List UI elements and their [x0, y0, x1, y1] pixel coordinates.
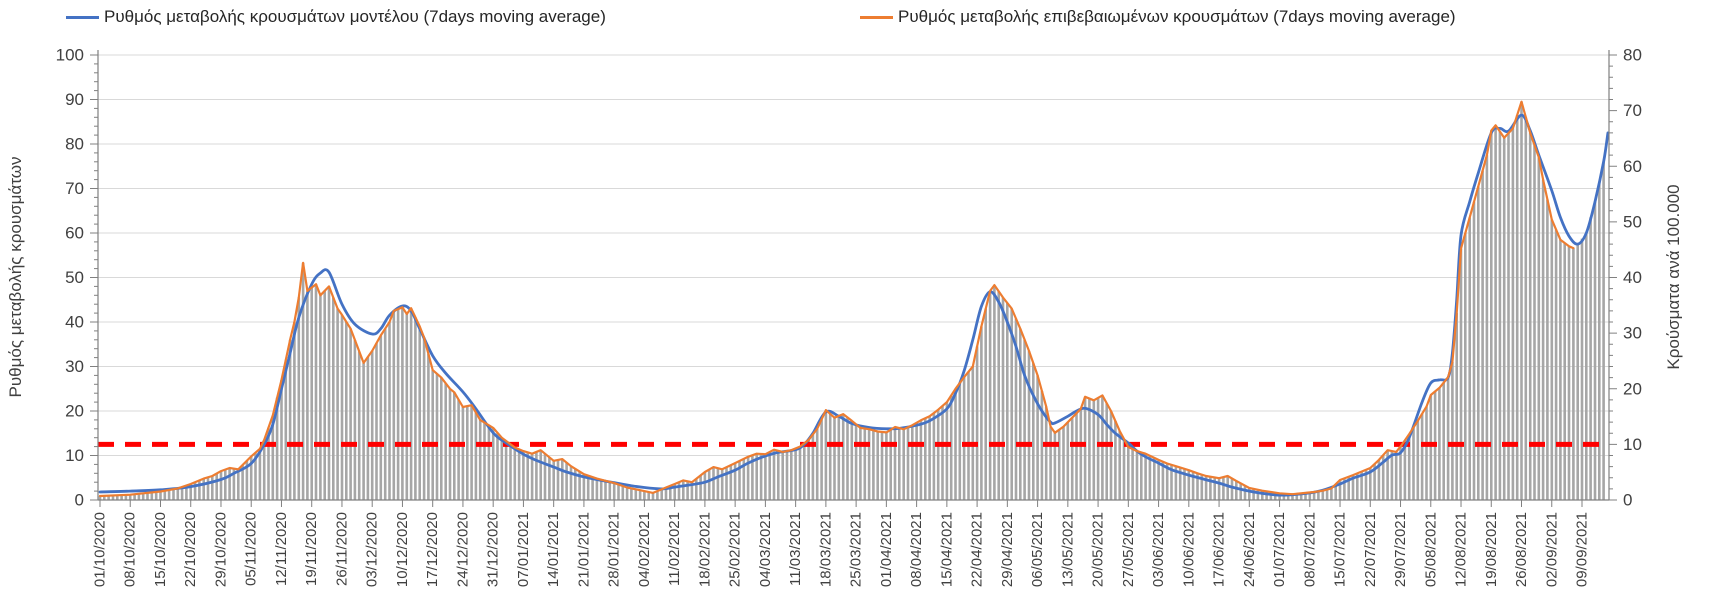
svg-text:18/02/2021: 18/02/2021: [696, 512, 713, 587]
svg-text:10: 10: [1623, 435, 1642, 454]
svg-text:07/01/2021: 07/01/2021: [515, 512, 532, 587]
svg-text:22/04/2021: 22/04/2021: [969, 512, 986, 587]
svg-text:08/04/2021: 08/04/2021: [908, 512, 925, 587]
svg-text:01/04/2021: 01/04/2021: [878, 512, 895, 587]
svg-text:30: 30: [65, 357, 84, 376]
model-line-series: [98, 113, 1610, 497]
svg-text:17/12/2020: 17/12/2020: [424, 512, 441, 587]
svg-text:0: 0: [1623, 491, 1632, 510]
svg-text:31/12/2020: 31/12/2020: [485, 512, 502, 587]
svg-text:90: 90: [65, 90, 84, 109]
svg-text:60: 60: [65, 224, 84, 243]
svg-text:11/02/2021: 11/02/2021: [666, 512, 683, 586]
svg-text:30: 30: [1623, 324, 1642, 343]
svg-text:19/08/2021: 19/08/2021: [1483, 512, 1500, 587]
svg-text:40: 40: [1623, 268, 1642, 287]
svg-text:20/05/2021: 20/05/2021: [1090, 512, 1107, 587]
legend-label-model: Ρυθμός μεταβολής κρουσμάτων μοντέλου (7d…: [104, 7, 606, 26]
svg-text:24/12/2020: 24/12/2020: [454, 512, 471, 587]
legend-label-confirmed: Ρυθμός μεταβολής επιβεβαιωμένων κρουσμάτ…: [898, 7, 1456, 26]
svg-text:04/03/2021: 04/03/2021: [757, 512, 774, 587]
svg-text:19/11/2020: 19/11/2020: [303, 512, 320, 586]
svg-text:10/12/2020: 10/12/2020: [394, 512, 411, 587]
svg-text:01/10/2020: 01/10/2020: [92, 512, 109, 587]
svg-text:12/11/2020: 12/11/2020: [273, 512, 290, 586]
legend-item-confirmed: Ρυθμός μεταβολής επιβεβαιωμένων κρουσμάτ…: [860, 7, 1456, 27]
svg-text:60: 60: [1623, 157, 1642, 176]
svg-text:04/02/2021: 04/02/2021: [636, 512, 653, 587]
svg-text:09/09/2021: 09/09/2021: [1574, 512, 1591, 587]
svg-text:20: 20: [1623, 379, 1642, 398]
svg-text:01/07/2021: 01/07/2021: [1271, 512, 1288, 587]
svg-text:26/11/2020: 26/11/2020: [334, 512, 351, 586]
svg-text:24/06/2021: 24/06/2021: [1241, 512, 1258, 587]
svg-text:21/01/2021: 21/01/2021: [575, 512, 592, 587]
svg-text:20: 20: [65, 402, 84, 421]
svg-text:15/07/2021: 15/07/2021: [1332, 512, 1349, 587]
svg-text:50: 50: [65, 268, 84, 287]
axes-and-ticks: [90, 50, 1617, 507]
legend-line-model-icon: [66, 15, 99, 19]
svg-text:29/10/2020: 29/10/2020: [213, 512, 230, 587]
svg-text:29/04/2021: 29/04/2021: [999, 512, 1016, 587]
y-right-tick-labels: 0 10 20 30 40 50 60 70 80: [1623, 46, 1642, 510]
svg-text:15/10/2020: 15/10/2020: [152, 512, 169, 587]
svg-text:10: 10: [65, 446, 84, 465]
svg-text:70: 70: [1623, 101, 1642, 120]
svg-text:11/03/2021: 11/03/2021: [787, 512, 804, 586]
svg-text:14/01/2021: 14/01/2021: [545, 512, 562, 587]
svg-text:13/05/2021: 13/05/2021: [1059, 512, 1076, 587]
svg-text:50: 50: [1623, 212, 1642, 231]
confirmed-line-series: [98, 100, 1575, 498]
svg-text:22/10/2020: 22/10/2020: [182, 512, 199, 587]
svg-text:02/09/2021: 02/09/2021: [1543, 512, 1560, 587]
svg-text:08/10/2020: 08/10/2020: [122, 512, 139, 587]
svg-text:80: 80: [1623, 46, 1642, 65]
svg-text:28/01/2021: 28/01/2021: [606, 512, 623, 587]
svg-text:05/11/2020: 05/11/2020: [243, 512, 260, 586]
svg-text:70: 70: [65, 179, 84, 198]
svg-text:22/07/2021: 22/07/2021: [1362, 512, 1379, 587]
svg-text:0: 0: [75, 491, 84, 510]
svg-text:100: 100: [56, 46, 84, 65]
svg-text:29/07/2021: 29/07/2021: [1392, 512, 1409, 587]
svg-text:03/06/2021: 03/06/2021: [1150, 512, 1167, 587]
svg-text:25/03/2021: 25/03/2021: [848, 512, 865, 587]
svg-text:08/07/2021: 08/07/2021: [1301, 512, 1318, 587]
svg-text:03/12/2020: 03/12/2020: [364, 512, 381, 587]
y-left-tick-labels: 0 10 20 30 40 50 60 70 80 90 100: [56, 46, 84, 510]
svg-text:25/02/2021: 25/02/2021: [727, 512, 744, 587]
svg-text:27/05/2021: 27/05/2021: [1120, 512, 1137, 587]
svg-text:06/05/2021: 06/05/2021: [1029, 512, 1046, 587]
svg-text:17/06/2021: 17/06/2021: [1211, 512, 1228, 587]
svg-text:26/08/2021: 26/08/2021: [1513, 512, 1530, 587]
svg-text:18/03/2021: 18/03/2021: [817, 512, 834, 587]
legend-line-confirmed-icon: [860, 15, 893, 19]
svg-text:05/08/2021: 05/08/2021: [1422, 512, 1439, 587]
legend-item-model: Ρυθμός μεταβολής κρουσμάτων μοντέλου (7d…: [66, 7, 606, 27]
svg-text:10/06/2021: 10/06/2021: [1180, 512, 1197, 587]
svg-text:40: 40: [65, 313, 84, 332]
svg-text:12/08/2021: 12/08/2021: [1453, 512, 1470, 587]
svg-text:15/04/2021: 15/04/2021: [938, 512, 955, 587]
svg-text:80: 80: [65, 135, 84, 154]
daily-bars-series: [98, 101, 1605, 501]
x-tick-labels: 01/10/2020 08/10/2020 15/10/2020 22/10/2020…: [92, 512, 1591, 587]
